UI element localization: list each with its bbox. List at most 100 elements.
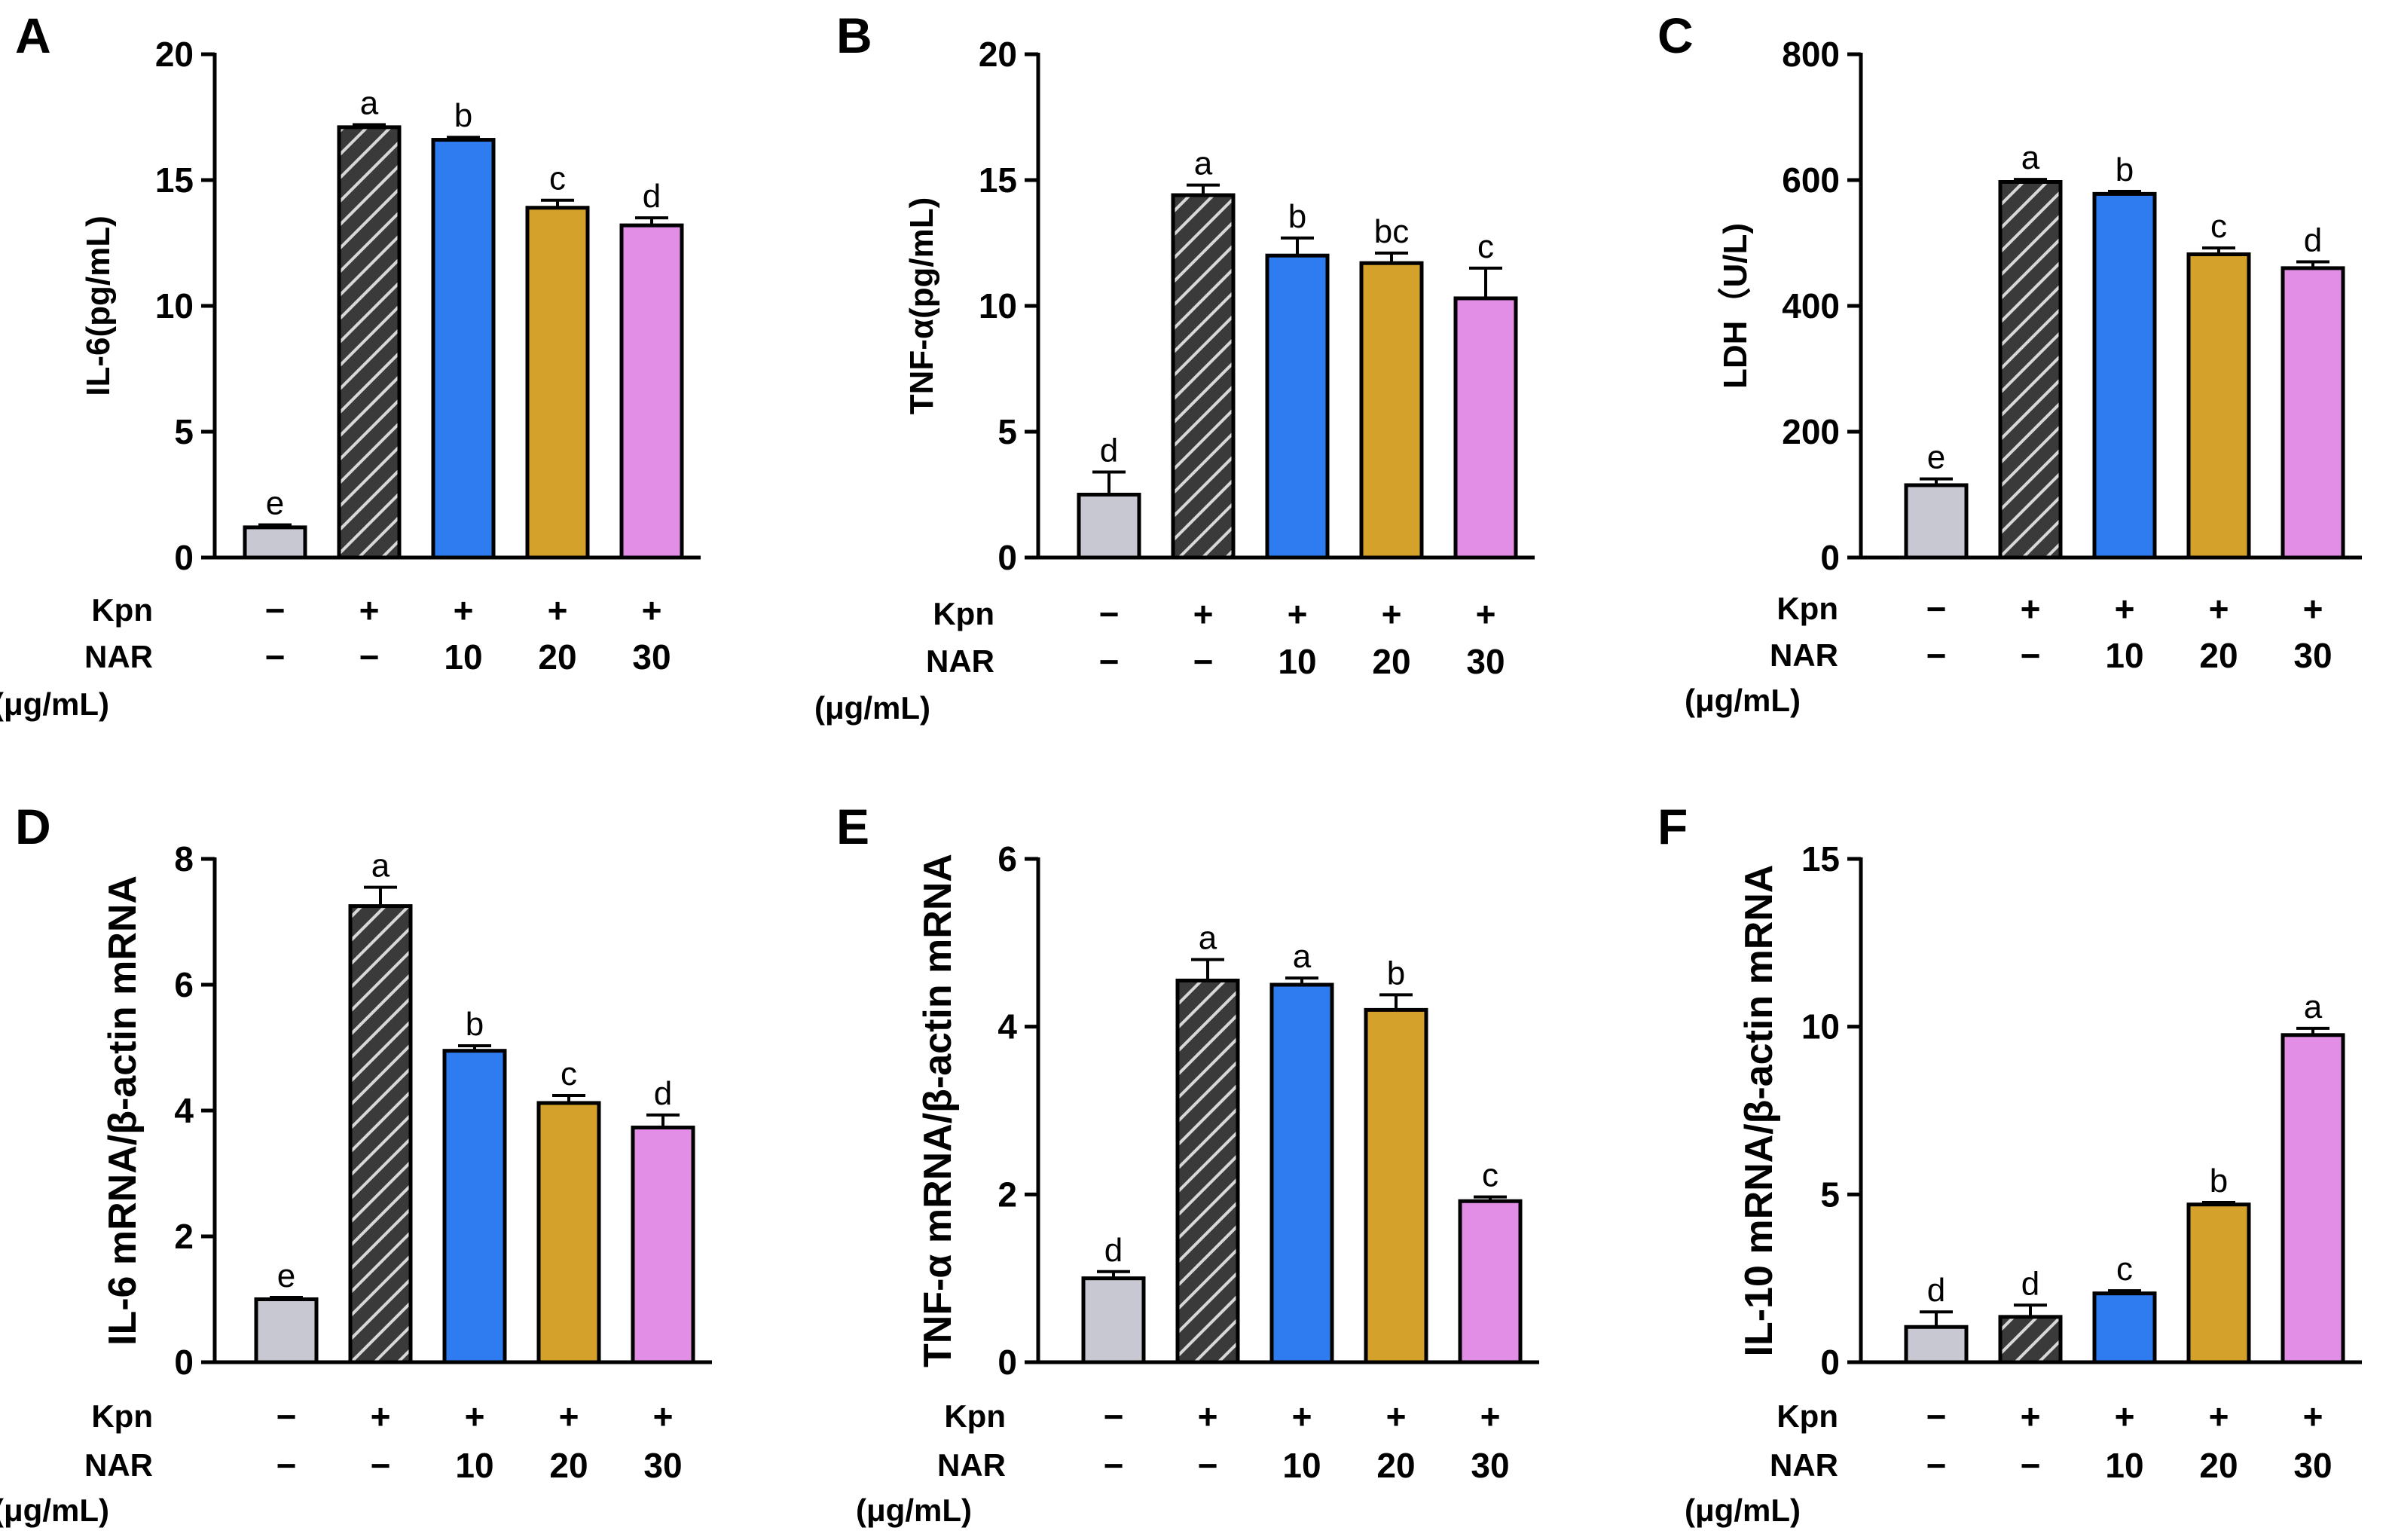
bar-1: [243, 525, 307, 560]
kpn-value: +: [2209, 589, 2229, 628]
y-tick-label: 0: [997, 1343, 1017, 1382]
nar-value: −: [1926, 1446, 1947, 1485]
significance-letter: b: [1387, 955, 1405, 992]
kpn-value: +: [359, 591, 380, 630]
significance-letter: c: [1477, 228, 1494, 265]
kpn-value: +: [1288, 594, 1308, 634]
bar-5: [1458, 1199, 1523, 1364]
bar-2: [1998, 1315, 2063, 1364]
nar-value: 10: [2105, 636, 2143, 675]
y-axis-label: IL-6(pg/mL): [80, 215, 117, 396]
nar-value: 10: [2105, 1446, 2143, 1485]
panel-e: E 0 2 4 6 TNF-α mRNA/β-actin mRNA d a a b c Kpn NAR (…: [836, 799, 1539, 1528]
panel-b: B 0 5 10 15 20 TNF-α(pg/mL) d a b bc c Kpn NAR (μg/mL)…: [814, 8, 1535, 726]
y-tick-label: 15: [979, 160, 1017, 200]
nar-value: 20: [549, 1446, 588, 1485]
unit-label: (μg/mL): [0, 1493, 109, 1528]
nar-label: NAR: [926, 643, 994, 679]
bar-1: [254, 1297, 319, 1364]
nar-value: −: [1104, 1446, 1124, 1485]
bar-5: [2281, 1033, 2345, 1364]
y-tick-label: 5: [997, 412, 1017, 451]
significance-letter: a: [1293, 938, 1312, 975]
kpn-label: Kpn: [91, 1398, 153, 1434]
kpn-value: +: [642, 591, 662, 630]
significance-letter: b: [2116, 151, 2134, 188]
nar-value: 20: [2199, 1446, 2238, 1485]
panel-letter: F: [1657, 799, 1688, 854]
nar-label: NAR: [1770, 637, 1838, 673]
nar-value: 20: [538, 637, 576, 677]
significance-letter: d: [1100, 432, 1118, 469]
y-tick-label: 2: [174, 1217, 194, 1256]
nar-value: −: [359, 637, 380, 677]
panel-letter: B: [836, 8, 872, 63]
significance-letter: e: [1927, 439, 1945, 476]
nar-value: 30: [643, 1446, 682, 1485]
nar-value: −: [1099, 642, 1120, 681]
y-tick-label: 15: [155, 160, 194, 200]
kpn-value: +: [2115, 1397, 2135, 1436]
kpn-label: Kpn: [1776, 1398, 1838, 1434]
y-tick-label: 15: [1801, 839, 1840, 878]
bar-4: [2186, 1202, 2251, 1364]
kpn-value: +: [1292, 1397, 1312, 1436]
kpn-value: −: [1104, 1397, 1124, 1436]
panel-letter: A: [15, 8, 51, 63]
bar-4: [536, 1101, 601, 1364]
nar-value: 20: [2199, 636, 2238, 675]
significance-letter: d: [643, 178, 661, 215]
unit-label: (μg/mL): [814, 690, 930, 726]
panel-letter: D: [15, 799, 51, 854]
nar-value: 10: [1278, 642, 1316, 681]
bar-3: [431, 138, 496, 560]
y-tick-label: 0: [1820, 538, 1840, 577]
bar-1: [1077, 493, 1141, 560]
significance-letter: a: [371, 848, 390, 885]
nar-label: NAR: [937, 1447, 1006, 1483]
bar-2: [1171, 193, 1236, 560]
nar-value: 30: [632, 637, 671, 677]
significance-letter: c: [549, 160, 566, 197]
nar-value: −: [276, 1446, 297, 1485]
bar-4: [525, 206, 590, 560]
significance-letter: e: [277, 1257, 295, 1294]
significance-letter: c: [2116, 1251, 2133, 1288]
bar-5: [1453, 296, 1518, 560]
y-tick-label: 10: [979, 286, 1017, 325]
significance-letter: b: [454, 97, 472, 134]
kpn-value: −: [1926, 1397, 1947, 1436]
nar-value: −: [1198, 1446, 1218, 1485]
nar-value: −: [265, 637, 286, 677]
kpn-value: −: [276, 1397, 297, 1436]
kpn-value: +: [2021, 589, 2041, 628]
y-tick-label: 0: [1820, 1343, 1840, 1382]
kpn-value: +: [2115, 589, 2135, 628]
unit-label: (μg/mL): [0, 686, 109, 722]
y-tick-label: 0: [997, 538, 1017, 577]
nar-value: −: [2021, 636, 2041, 675]
kpn-value: +: [1382, 594, 1402, 634]
nar-label: NAR: [84, 1447, 153, 1483]
kpn-value: −: [1926, 589, 1947, 628]
nar-value: 10: [455, 1446, 493, 1485]
bar-2: [337, 125, 402, 560]
bar-4: [1359, 261, 1424, 560]
y-tick-label: 10: [155, 286, 194, 325]
y-tick-label: 6: [174, 965, 194, 1004]
y-axis-label: IL-10 mRNA/β-actin mRNA: [1737, 865, 1781, 1357]
y-tick-label: 4: [174, 1091, 194, 1130]
unit-label: (μg/mL): [856, 1493, 972, 1528]
bar-3: [442, 1049, 507, 1364]
bar-5: [631, 1126, 695, 1364]
bar-3: [1265, 253, 1330, 560]
kpn-value: +: [559, 1397, 579, 1436]
y-tick-label: 0: [174, 538, 194, 577]
kpn-value: +: [465, 1397, 485, 1436]
nar-label: NAR: [1770, 1447, 1838, 1483]
kpn-value: +: [2303, 1397, 2323, 1436]
significance-letter: d: [2304, 222, 2322, 259]
significance-letter: c: [1482, 1157, 1498, 1194]
significance-letter: bc: [1374, 213, 1409, 250]
